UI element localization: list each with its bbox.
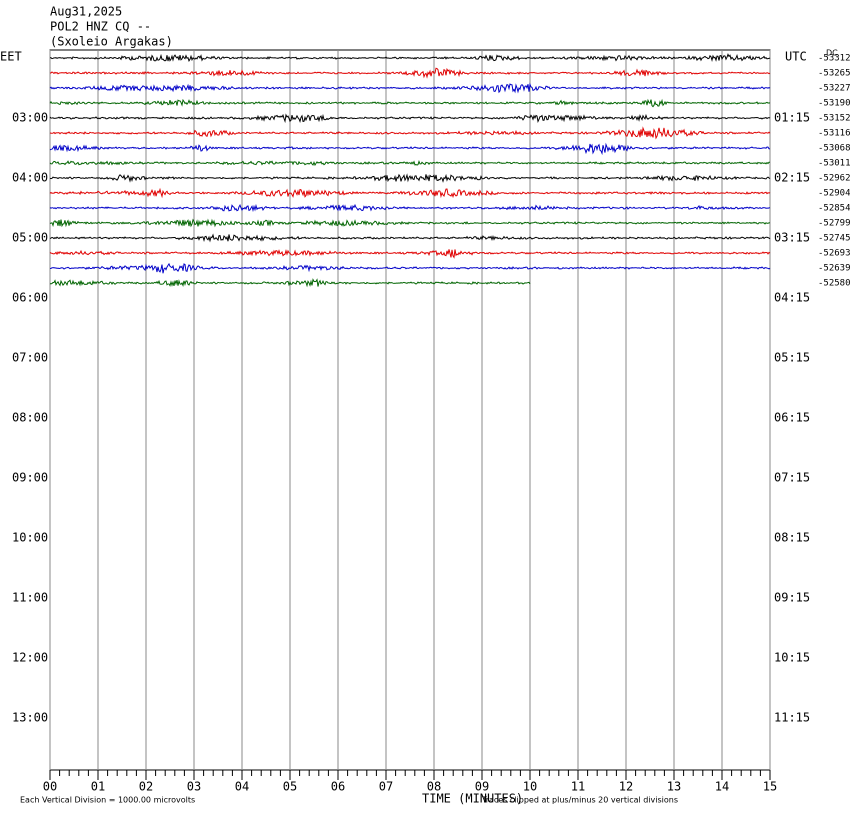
trace xyxy=(49,203,771,213)
trace xyxy=(49,173,771,183)
left-hour-label: 10:00 xyxy=(12,531,48,545)
trace-offset: -53312 xyxy=(818,54,850,64)
clip-note: Traces clipped at plus/minus 20 vertical… xyxy=(481,796,678,805)
x-tick-label: 10 xyxy=(523,780,537,794)
left-axis-title: EET xyxy=(0,50,22,64)
x-tick-label: 01 xyxy=(91,780,105,794)
trace xyxy=(49,82,771,94)
right-hour-label: 03:15 xyxy=(774,231,810,245)
x-tick-label: 12 xyxy=(619,780,633,794)
left-hour-label: 12:00 xyxy=(12,651,48,665)
x-tick-label: 04 xyxy=(235,780,249,794)
trace xyxy=(49,126,771,140)
station: POL2 HNZ CQ -- xyxy=(50,20,151,34)
trace xyxy=(49,98,771,108)
trace-offset: -52693 xyxy=(818,249,850,259)
left-hour-label: 07:00 xyxy=(12,351,48,365)
trace xyxy=(49,187,771,199)
trace-offset: -52639 xyxy=(818,264,850,274)
trace xyxy=(49,233,771,243)
trace xyxy=(49,160,770,167)
x-tick-label: 14 xyxy=(715,780,729,794)
trace-offset: -53011 xyxy=(818,159,850,169)
trace xyxy=(49,67,771,79)
right-hour-label: 07:15 xyxy=(774,471,810,485)
trace-offset: -52799 xyxy=(818,219,850,229)
trace xyxy=(50,53,771,62)
scale-note: Each Vertical Division = 1000.00 microvo… xyxy=(20,796,195,805)
trace-offset: -53227 xyxy=(818,84,850,94)
trace xyxy=(49,218,771,228)
trace xyxy=(49,278,531,288)
trace-offset: -52962 xyxy=(818,174,850,184)
x-tick-label: 07 xyxy=(379,780,393,794)
right-hour-label: 01:15 xyxy=(774,111,810,125)
x-axis-title: TIME (MINUTES) xyxy=(422,792,523,806)
left-hour-label: 08:00 xyxy=(12,411,48,425)
left-hour-label: 11:00 xyxy=(12,591,48,605)
left-hour-label: 05:00 xyxy=(12,231,48,245)
trace xyxy=(49,113,771,124)
left-hour-label: 03:00 xyxy=(12,111,48,125)
right-hour-label: 05:15 xyxy=(774,351,810,365)
right-hour-label: 09:15 xyxy=(774,591,810,605)
x-tick-label: 06 xyxy=(331,780,345,794)
left-hour-label: 13:00 xyxy=(12,711,48,725)
x-tick-label: 00 xyxy=(43,780,57,794)
left-hour-label: 06:00 xyxy=(12,291,48,305)
x-tick-label: 11 xyxy=(571,780,585,794)
trace xyxy=(49,262,771,274)
x-tick-label: 15 xyxy=(763,780,777,794)
trace-offset: -53152 xyxy=(818,114,850,124)
left-hour-label: 04:00 xyxy=(12,171,48,185)
trace xyxy=(49,249,771,259)
right-hour-label: 06:15 xyxy=(774,411,810,425)
trace-offset: -53116 xyxy=(818,129,850,139)
right-hour-label: 04:15 xyxy=(774,291,810,305)
x-tick-label: 09 xyxy=(475,780,489,794)
right-hour-label: 08:15 xyxy=(774,531,810,545)
right-hour-label: 11:15 xyxy=(774,711,810,725)
left-hour-label: 09:00 xyxy=(12,471,48,485)
x-tick-label: 08 xyxy=(427,780,441,794)
x-tick-label: 03 xyxy=(187,780,201,794)
trace-offset: -53190 xyxy=(818,99,850,109)
trace xyxy=(49,142,771,156)
trace-offset: -52580 xyxy=(818,279,850,289)
x-tick-label: 02 xyxy=(139,780,153,794)
trace-offset: -53265 xyxy=(818,69,850,79)
right-axis-title: UTC xyxy=(785,50,807,64)
right-hour-label: 10:15 xyxy=(774,651,810,665)
site: (Sxoleio Argakas) xyxy=(50,35,173,49)
right-hour-label: 02:15 xyxy=(774,171,810,185)
plot-frame xyxy=(49,49,771,771)
dc-label: DC xyxy=(826,49,838,58)
trace-offset: -52745 xyxy=(818,234,850,244)
trace-offset: -52854 xyxy=(818,204,850,214)
x-tick-label: 13 xyxy=(667,780,681,794)
trace-offset: -53068 xyxy=(818,144,850,154)
date: Aug31,2025 xyxy=(50,5,122,19)
trace-offset: -52904 xyxy=(818,189,850,199)
x-tick-label: 05 xyxy=(283,780,297,794)
